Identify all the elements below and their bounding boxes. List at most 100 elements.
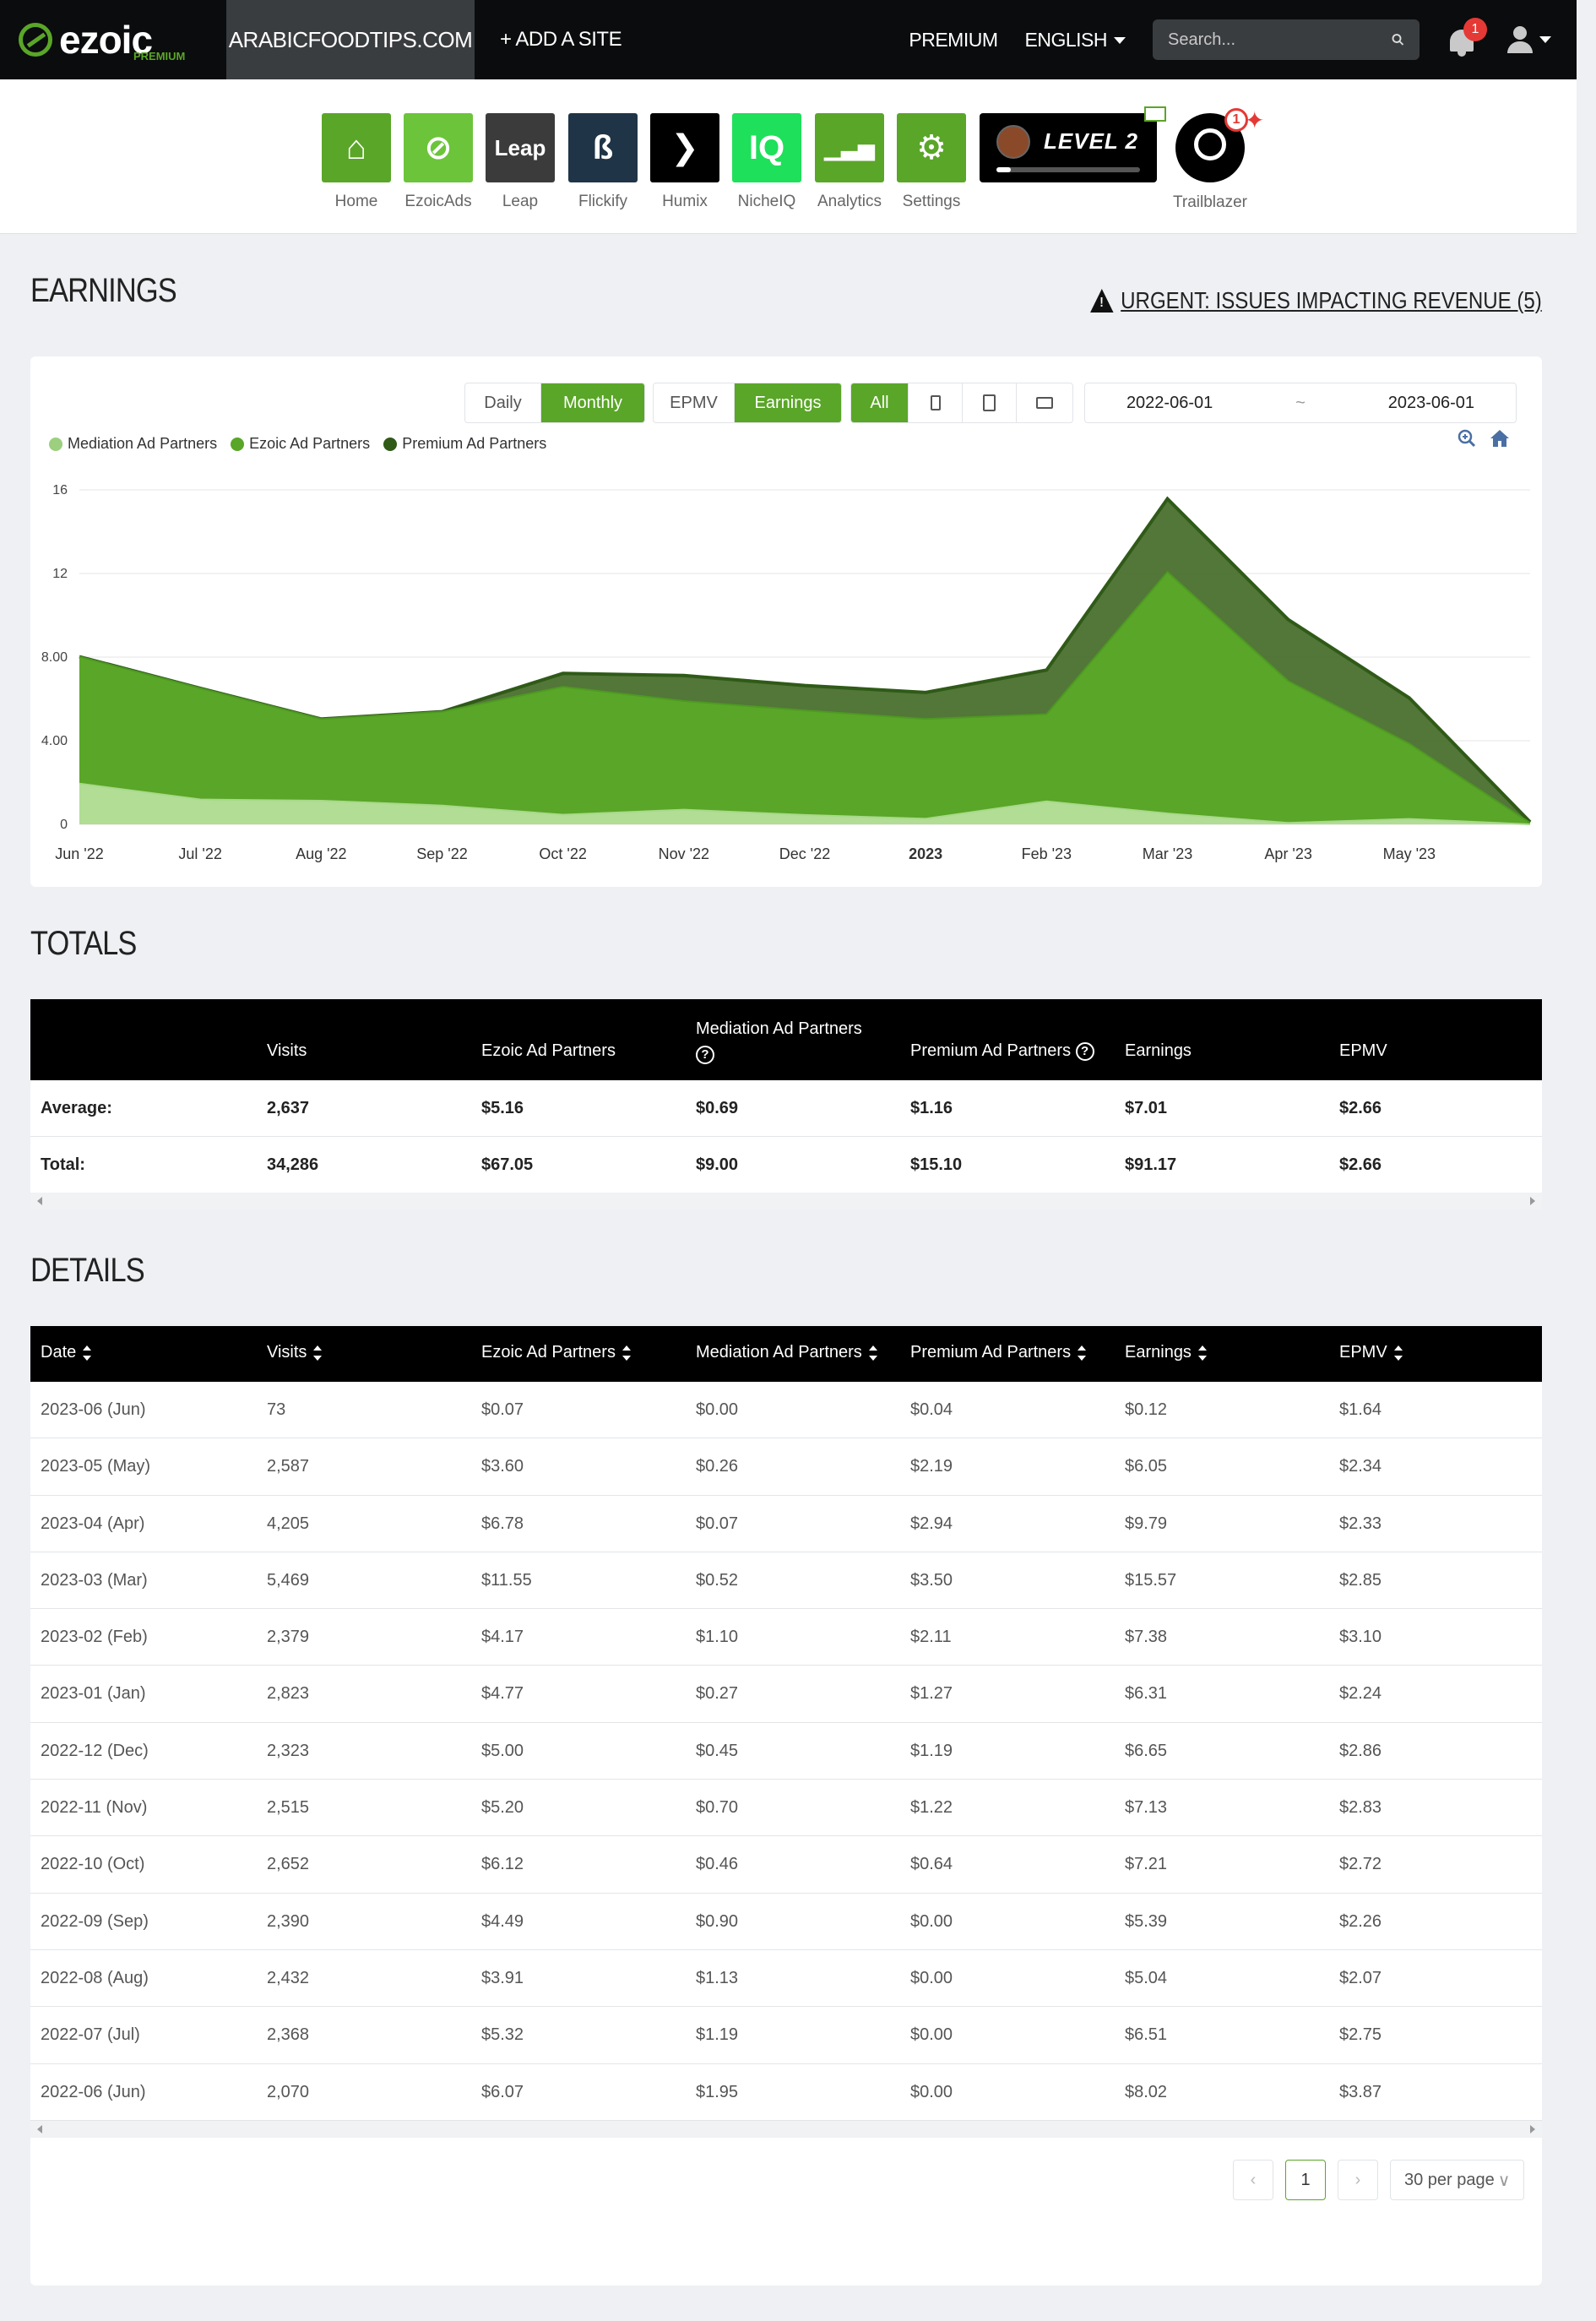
totals-header: Visits Ezoic Ad Partners Mediation Ad Part… <box>30 999 1542 1080</box>
details-cell: $3.50 <box>910 1570 953 1590</box>
details-col-header-sort[interactable]: Ezoic Ad Partners <box>481 1343 631 1362</box>
legend-item-premium[interactable]: Premium Ad Partners <box>383 435 546 453</box>
details-cell: 5,469 <box>267 1570 310 1590</box>
search-input[interactable] <box>1168 30 1392 50</box>
app-leap[interactable]: Leap Leap <box>486 113 555 211</box>
details-col-header-sort[interactable]: Date <box>41 1343 92 1362</box>
app-settings[interactable]: ⚙ Settings <box>897 113 966 211</box>
desktop-button[interactable] <box>1017 383 1072 422</box>
details-cell: 2023-04 (Apr) <box>41 1514 145 1533</box>
x-tick-label: 2023 <box>909 845 942 862</box>
app-label: Home <box>334 193 378 210</box>
details-cell: $0.07 <box>696 1514 739 1533</box>
analytics-icon: ▁▃▅ <box>815 113 884 182</box>
language-dropdown[interactable]: ENGLISH <box>1025 29 1126 52</box>
x-tick-label: Oct '22 <box>539 845 586 862</box>
date-to[interactable]: 2023-06-01 <box>1387 393 1475 412</box>
app-analytics[interactable]: ▁▃▅ Analytics <box>815 113 884 211</box>
sort-icon[interactable] <box>622 1345 631 1361</box>
trailblazer-button[interactable]: 1 ✦ <box>1175 107 1264 182</box>
totals-cell: $0.69 <box>696 1099 739 1117</box>
totals-cell: $9.00 <box>696 1155 739 1174</box>
legend-item-mediation[interactable]: Mediation Ad Partners <box>49 435 217 453</box>
details-cell: 2,652 <box>267 1855 310 1874</box>
earnings-area-chart[interactable]: 0 4.00 8.00 12 16 Jun '22 Jul '22 Aug '22 Sep '2… <box>30 473 1542 878</box>
details-cell: 4,205 <box>267 1514 310 1533</box>
reset-zoom-home-icon[interactable] <box>1490 429 1510 448</box>
pagination: ‹ 1 › 30 per page ∨ <box>1233 2160 1525 2200</box>
details-cell: $5.04 <box>1125 1968 1168 1987</box>
details-scrollbar[interactable] <box>30 2121 1542 2138</box>
ezoic-logo[interactable]: ezoic PREMIUM <box>0 0 226 79</box>
details-header: Date Visits Ezoic Ad Partners Mediation Ad … <box>30 1326 1542 1382</box>
area-line-0 <box>79 782 1531 825</box>
premium-link[interactable]: PREMIUM <box>909 28 998 51</box>
details-cell: $5.20 <box>481 1798 524 1818</box>
date-from[interactable]: 2022-06-01 <box>1126 393 1213 412</box>
help-icon[interactable]: ? <box>1075 1041 1094 1061</box>
site-selector[interactable]: ARABICFOODTIPS.COM <box>226 0 475 79</box>
legend-item-ezoic[interactable]: Ezoic Ad Partners <box>231 435 370 453</box>
level-card[interactable]: LEVEL 2 <box>980 106 1166 182</box>
details-col-header-sort[interactable]: Mediation Ad Partners <box>696 1343 877 1362</box>
app-nicheiq[interactable]: IQ NicheIQ <box>732 113 801 211</box>
area-line-1 <box>79 570 1531 824</box>
table-row: 2022-09 (Sep) 2,390 $4.49 $0.90 $0.00 $5.39 $2… <box>30 1893 1542 1950</box>
details-title: DETAILS <box>30 1252 145 1289</box>
scroll-right-icon[interactable] <box>1530 1197 1535 1205</box>
tablet-button[interactable] <box>963 383 1017 422</box>
details-col-header-sort[interactable]: EPMV <box>1339 1343 1403 1362</box>
settings-icon: ⚙ <box>897 113 966 182</box>
details-col-header-sort[interactable]: Premium Ad Partners <box>910 1343 1087 1362</box>
search-icon[interactable] <box>1392 31 1404 48</box>
x-tick-label: May '23 <box>1383 845 1436 862</box>
totals-col-header: EPMV <box>1339 1041 1387 1060</box>
sort-icon[interactable] <box>1078 1345 1087 1361</box>
notifications-bell[interactable]: 1 <box>1445 18 1487 60</box>
next-page-button[interactable]: › <box>1338 2160 1378 2200</box>
zoom-icon[interactable] <box>1458 429 1476 448</box>
details-cell: $3.60 <box>481 1457 524 1476</box>
search-box[interactable] <box>1153 19 1420 60</box>
app-ezoicads[interactable]: ⊘ EzoicAds <box>404 113 473 211</box>
monthly-button[interactable]: Monthly <box>541 383 644 422</box>
table-row: 2023-05 (May) 2,587 $3.60 $0.26 $2.19 $6.05 $2… <box>30 1438 1542 1496</box>
earnings-button[interactable]: Earnings <box>735 383 841 422</box>
daily-button[interactable]: Daily <box>465 383 541 422</box>
details-col-header-sort[interactable]: Earnings <box>1125 1343 1207 1362</box>
add-site-link[interactable]: + ADD A SITE <box>500 28 622 51</box>
details-cell: $3.87 <box>1339 2082 1382 2101</box>
device-all-button[interactable]: All <box>851 383 909 422</box>
date-range-picker[interactable]: 2022-06-01 ~ 2023-06-01 <box>1084 383 1517 423</box>
scroll-left-icon[interactable] <box>37 2125 42 2133</box>
details-cell: $6.51 <box>1125 2025 1168 2045</box>
sort-icon[interactable] <box>83 1345 92 1361</box>
area-series-1[interactable] <box>79 572 1530 824</box>
totals-scrollbar[interactable] <box>30 1193 1542 1209</box>
avatar <box>996 125 1030 159</box>
x-tick-label: Nov '22 <box>659 845 709 862</box>
details-cell: $2.86 <box>1339 1741 1382 1760</box>
epmv-button[interactable]: EPMV <box>654 383 735 422</box>
scroll-left-icon[interactable] <box>37 1197 42 1205</box>
help-icon[interactable]: ? <box>696 1045 714 1064</box>
sort-icon[interactable] <box>1393 1345 1403 1361</box>
sort-icon[interactable] <box>313 1345 323 1361</box>
scroll-right-icon[interactable] <box>1530 2125 1535 2133</box>
app-humix[interactable]: ❯ Humix <box>650 113 719 211</box>
urgent-issues-link[interactable]: ! URGENT: ISSUES IMPACTING REVENUE (5) <box>1090 287 1542 314</box>
col-label: Ezoic Ad Partners <box>481 1343 616 1362</box>
details-col-header-sort[interactable]: Visits <box>267 1343 323 1362</box>
app-flickify[interactable]: ß Flickify <box>568 113 638 211</box>
prev-page-button[interactable]: ‹ <box>1233 2160 1273 2200</box>
mobile-button[interactable] <box>909 383 963 422</box>
mail-icon[interactable] <box>1144 106 1166 122</box>
details-cell: 2023-06 (Jun) <box>41 1400 146 1419</box>
sort-icon[interactable] <box>868 1345 877 1361</box>
sort-icon[interactable] <box>1197 1345 1207 1361</box>
app-home[interactable]: ⌂ Home <box>322 113 391 211</box>
page-number-button[interactable]: 1 <box>1285 2160 1326 2200</box>
per-page-select[interactable]: 30 per page ∨ <box>1390 2160 1525 2200</box>
details-cell: $4.17 <box>481 1628 524 1647</box>
user-menu[interactable] <box>1507 26 1551 53</box>
